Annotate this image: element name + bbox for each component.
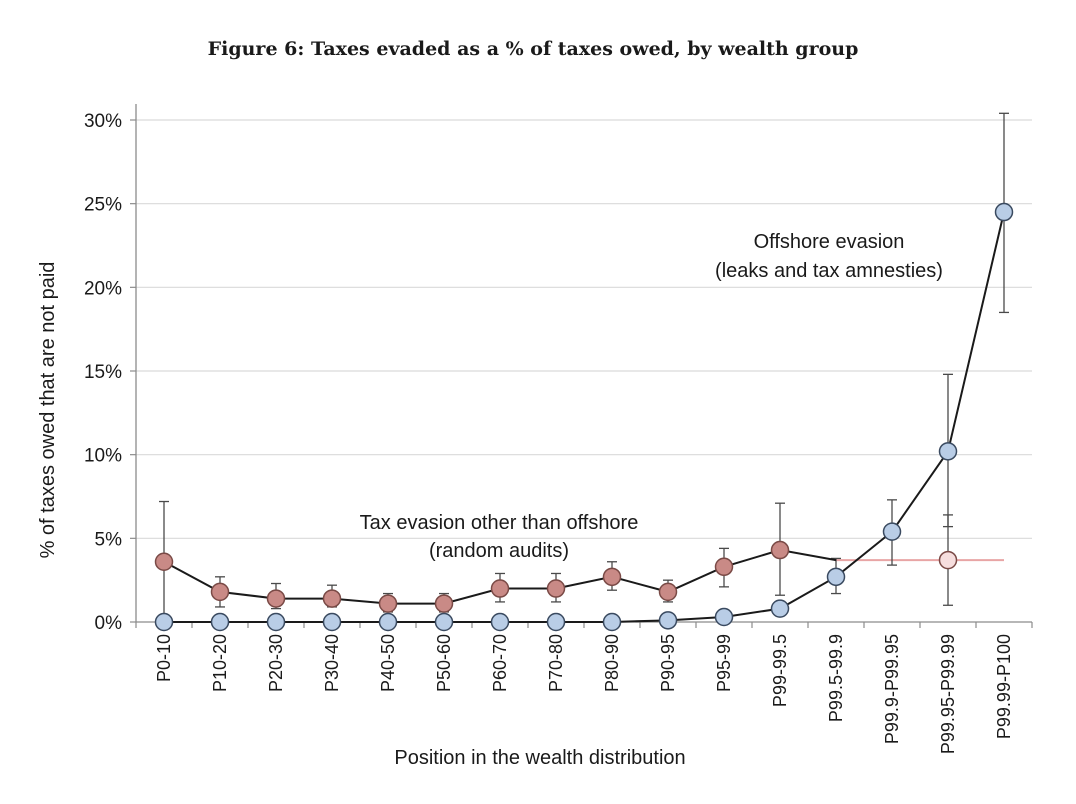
data-point-offshore xyxy=(994,202,1014,222)
data-point-offshore xyxy=(882,522,902,541)
data-point-audits xyxy=(490,579,510,598)
x-tick-label: P99.99-P100 xyxy=(994,634,1014,739)
chart-title: Figure 6: Taxes evaded as a % of taxes o… xyxy=(208,38,859,60)
data-point-audits xyxy=(266,589,286,608)
data-point-offshore xyxy=(714,607,734,627)
y-tick-label: 15% xyxy=(84,362,122,383)
x-tick-label: P95-99 xyxy=(714,634,734,692)
series-line-offshore xyxy=(164,211,1005,623)
data-point-offshore xyxy=(154,612,174,632)
data-point-offshore xyxy=(378,612,398,632)
y-tick-label: 0% xyxy=(95,613,123,634)
y-axis-title: % of taxes owed that are not paid xyxy=(37,262,59,559)
x-tick-label: P80-90 xyxy=(602,634,622,692)
axes xyxy=(130,104,1033,628)
x-tick-labels: P0-10 P10-20 P20-30 P30-40 P40-50 P50-60 P60-7… xyxy=(154,634,1014,754)
x-tick-label: P50-60 xyxy=(434,634,454,692)
data-point-offshore xyxy=(826,567,846,587)
gridlines xyxy=(136,119,1032,539)
x-tick-label: P60-70 xyxy=(490,634,510,692)
data-point-offshore xyxy=(938,442,958,461)
y-tick-label: 30% xyxy=(84,111,122,132)
data-point-audits xyxy=(938,550,958,570)
x-tick-label: P99.95-P99.99 xyxy=(938,634,958,754)
annotation-offshore-line2: (leaks and tax amnesties) xyxy=(715,260,943,282)
data-point-audits xyxy=(658,582,678,602)
x-tick-label: P99.5-99.9 xyxy=(826,634,846,722)
annotation-audits-line2: (random audits) xyxy=(429,540,569,562)
x-tick-label: P99-99.5 xyxy=(770,634,790,707)
data-point-audits xyxy=(714,557,734,577)
data-point-offshore xyxy=(266,612,286,632)
y-tick-label: 5% xyxy=(95,529,123,550)
data-point-audits xyxy=(322,589,342,608)
data-point-audits xyxy=(770,540,790,560)
x-tick-label: P40-50 xyxy=(378,634,398,692)
x-tick-label: P70-80 xyxy=(546,634,566,692)
data-point-audits xyxy=(602,567,622,587)
annotation-audits-line1: Tax evasion other than offshore xyxy=(360,512,639,534)
data-point-offshore xyxy=(546,612,566,632)
data-point-audits xyxy=(378,594,398,613)
data-point-offshore xyxy=(770,599,790,618)
y-tick-labels: 0% 5% 10% 15% 20% 25% 30% xyxy=(84,111,122,634)
x-tick-label: P30-40 xyxy=(322,634,342,692)
x-tick-label: P90-95 xyxy=(658,634,678,692)
y-tick-label: 25% xyxy=(84,195,122,216)
y-tick-label: 10% xyxy=(84,446,122,467)
y-tick-label: 20% xyxy=(84,278,122,299)
data-points xyxy=(154,202,1014,632)
data-point-audits xyxy=(434,594,454,613)
annotations: Offshore evasion (leaks and tax amnestie… xyxy=(360,231,943,562)
data-point-audits xyxy=(210,582,230,602)
data-point-audits xyxy=(546,579,566,598)
x-tick-label: P20-30 xyxy=(266,634,286,692)
error-bars xyxy=(159,112,1009,623)
data-point-offshore xyxy=(322,612,342,632)
x-tick-label: P99.9-P99.95 xyxy=(882,634,902,744)
data-point-offshore xyxy=(658,611,678,630)
data-point-offshore xyxy=(434,612,454,632)
x-tick-label: P0-10 xyxy=(154,634,174,682)
x-axis-title: Position in the wealth distribution xyxy=(394,747,685,769)
data-point-offshore xyxy=(210,612,230,632)
data-point-offshore xyxy=(490,612,510,632)
data-point-offshore xyxy=(602,612,622,632)
data-point-audits xyxy=(154,552,174,572)
annotation-offshore-line1: Offshore evasion xyxy=(754,231,905,253)
x-tick-label: P10-20 xyxy=(210,634,230,692)
